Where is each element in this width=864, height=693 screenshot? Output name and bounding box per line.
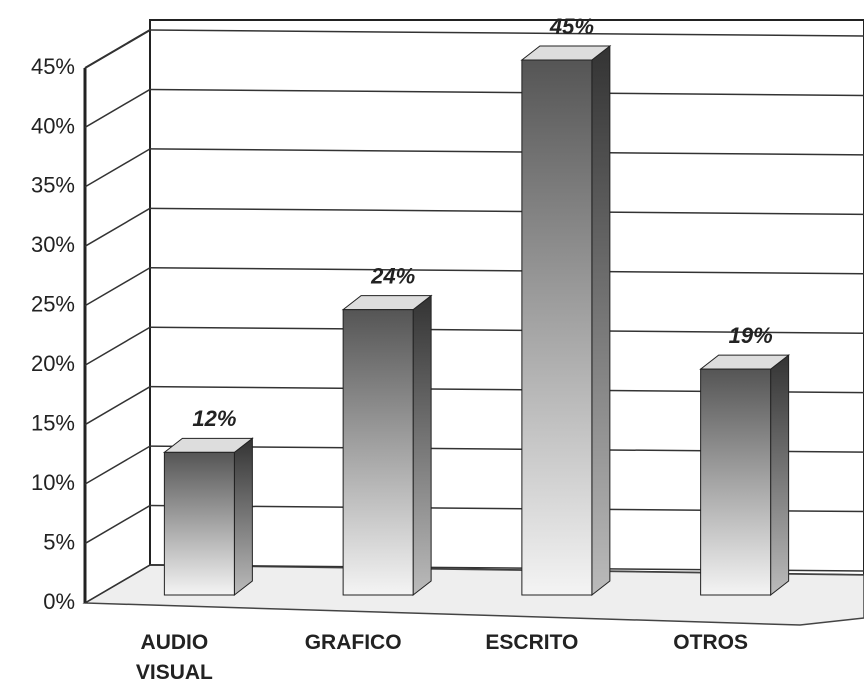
bar-side [233,437,253,597]
bar-front [342,309,414,596]
bar [162,437,254,597]
bar-side [770,354,790,597]
bar [699,354,791,597]
grid-line [149,326,864,334]
bar [341,294,433,597]
value-label: 24% [370,263,415,288]
value-label: 12% [192,406,236,431]
value-label: 19% [729,323,773,348]
y-tick-label: 0% [43,589,75,614]
grid-line [84,386,151,426]
bar-front [700,368,772,596]
bar [520,44,612,597]
y-tick-label: 25% [31,292,75,317]
grid-line [84,148,151,188]
grid-line [84,207,151,247]
y-tick-label: 15% [31,410,75,435]
y-tick-label: 45% [31,54,75,79]
grid-line [84,445,151,485]
grid-line [84,29,151,69]
y-tick-label: 40% [31,113,75,138]
grid-line [84,504,151,545]
y-tick-label: 10% [31,470,75,495]
bar-side [591,44,611,597]
x-tick-label: ESCRITO [485,631,579,654]
bar-front [163,451,235,596]
grid-line [149,267,864,275]
value-label: 45% [549,14,594,39]
grid-line [149,88,864,97]
grid-line [84,564,151,604]
bar-front [521,59,593,596]
y-tick-label: 20% [31,351,75,376]
grid-line [149,207,864,216]
bar-side [412,294,432,597]
y-tick-label: 30% [31,232,75,257]
x-tick-label: OTROS [673,631,748,654]
grid-line [84,88,151,129]
x-tick-label: AUDIO VISUAL [135,631,213,684]
x-tick-label: GRAFICO [304,631,402,654]
grid-line [149,29,864,37]
grid-line [84,326,151,366]
grid-line [149,148,864,156]
grid-line [84,267,151,307]
y-tick-label: 5% [43,529,75,554]
y-tick-label: 35% [31,173,75,198]
